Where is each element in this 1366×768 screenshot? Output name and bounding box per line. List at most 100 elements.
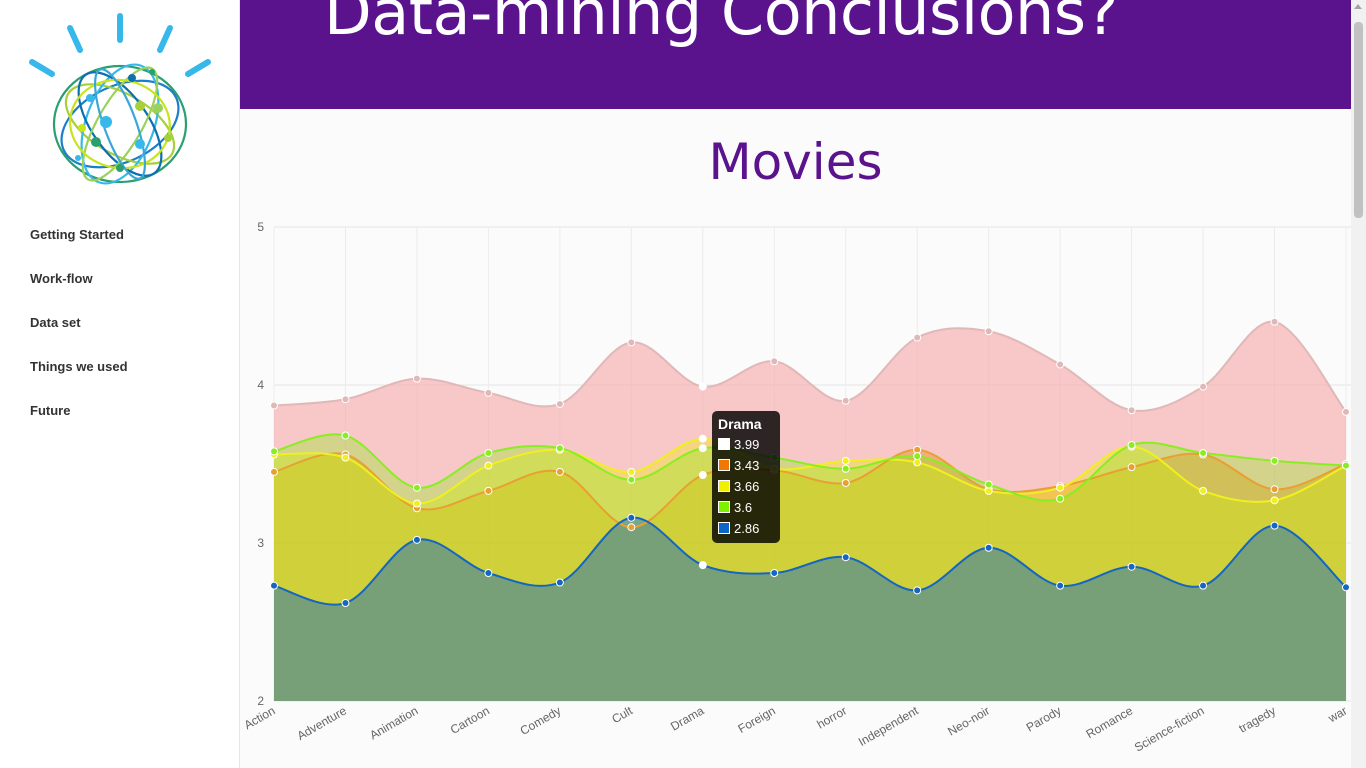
- data-point[interactable]: [1127, 463, 1136, 472]
- data-point[interactable]: [770, 569, 779, 578]
- x-tick-label: tragedy: [1236, 703, 1278, 735]
- data-point[interactable]: [698, 382, 707, 391]
- data-point[interactable]: [1342, 407, 1350, 416]
- tooltip-row: 3.43: [718, 455, 774, 476]
- data-point[interactable]: [555, 399, 564, 408]
- data-point[interactable]: [412, 535, 421, 544]
- data-point[interactable]: [627, 513, 636, 522]
- y-tick-label: 2: [257, 694, 264, 708]
- data-point[interactable]: [984, 543, 993, 552]
- series-area: [274, 434, 1346, 701]
- data-point[interactable]: [698, 471, 707, 480]
- data-point[interactable]: [270, 401, 278, 410]
- data-point[interactable]: [841, 478, 850, 487]
- data-point[interactable]: [841, 464, 850, 473]
- tooltip-swatch: [718, 480, 730, 492]
- data-point[interactable]: [913, 452, 922, 461]
- data-point[interactable]: [1056, 494, 1065, 503]
- data-point[interactable]: [1199, 448, 1208, 457]
- tooltip-value: 3.99: [734, 437, 760, 452]
- x-tick-label: Foreign: [736, 703, 778, 735]
- data-point[interactable]: [484, 486, 493, 495]
- scroll-up-arrow-icon[interactable]: [1354, 4, 1362, 9]
- data-point[interactable]: [698, 444, 707, 453]
- data-point[interactable]: [412, 499, 421, 508]
- sidebar-item-work-flow[interactable]: Work-flow: [30, 271, 93, 286]
- data-point[interactable]: [1270, 456, 1279, 465]
- data-point[interactable]: [270, 467, 278, 476]
- page-title: Data-mining Conclusions?: [324, 0, 1119, 49]
- x-tick-label: Comedy: [518, 703, 564, 737]
- tooltip-value: 2.86: [734, 521, 760, 536]
- data-point[interactable]: [555, 578, 564, 587]
- data-point[interactable]: [841, 553, 850, 562]
- scrollbar-thumb[interactable]: [1354, 22, 1363, 218]
- y-tick-label: 5: [257, 220, 264, 234]
- data-point[interactable]: [412, 374, 421, 383]
- data-point[interactable]: [984, 327, 993, 336]
- data-point[interactable]: [270, 447, 278, 456]
- data-point[interactable]: [341, 395, 350, 404]
- data-point[interactable]: [698, 561, 707, 570]
- data-point[interactable]: [1056, 483, 1065, 492]
- sidebar-item-things-we-used[interactable]: Things we used: [30, 359, 128, 374]
- y-tick-label: 3: [257, 536, 264, 550]
- data-point[interactable]: [1056, 360, 1065, 369]
- series-line: [273, 516, 1347, 606]
- data-point[interactable]: [698, 434, 707, 443]
- data-point[interactable]: [555, 467, 564, 476]
- data-point[interactable]: [484, 461, 493, 470]
- data-point[interactable]: [1056, 581, 1065, 590]
- data-point[interactable]: [1270, 521, 1279, 530]
- data-point[interactable]: [1127, 441, 1136, 450]
- data-point[interactable]: [770, 357, 779, 366]
- data-point[interactable]: [484, 388, 493, 397]
- tooltip-row: 2.86: [718, 518, 774, 539]
- tooltip-title: Drama: [718, 416, 762, 432]
- data-point[interactable]: [1342, 461, 1350, 470]
- data-point[interactable]: [1270, 485, 1279, 494]
- data-point[interactable]: [841, 456, 850, 465]
- data-point[interactable]: [270, 581, 278, 590]
- section-title: Movies: [708, 133, 883, 191]
- series-line: [273, 448, 1347, 529]
- sidebar-item-data-set[interactable]: Data set: [30, 315, 81, 330]
- data-point[interactable]: [555, 444, 564, 453]
- data-point[interactable]: [984, 480, 993, 489]
- data-point[interactable]: [341, 431, 350, 440]
- x-tick-label: Cult: [609, 703, 635, 726]
- data-point[interactable]: [341, 599, 350, 608]
- tooltip-row: 3.6: [718, 497, 774, 518]
- data-point[interactable]: [412, 483, 421, 492]
- ibm-watson-globe-icon[interactable]: [22, 8, 218, 198]
- data-point[interactable]: [627, 338, 636, 347]
- data-point[interactable]: [1199, 486, 1208, 495]
- data-point[interactable]: [484, 569, 493, 578]
- data-point[interactable]: [1127, 406, 1136, 415]
- x-tick-label: Neo-noir: [945, 703, 992, 738]
- data-point[interactable]: [1270, 496, 1279, 505]
- data-point[interactable]: [1199, 581, 1208, 590]
- sidebar: Getting Started Work-flow Data set Thing…: [0, 0, 240, 768]
- data-point[interactable]: [1270, 317, 1279, 326]
- data-point[interactable]: [913, 586, 922, 595]
- data-point[interactable]: [1199, 382, 1208, 391]
- data-point[interactable]: [484, 448, 493, 457]
- data-point[interactable]: [627, 467, 636, 476]
- data-point[interactable]: [341, 453, 350, 462]
- sidebar-item-getting-started[interactable]: Getting Started: [30, 227, 124, 242]
- data-point[interactable]: [841, 396, 850, 405]
- data-point[interactable]: [627, 475, 636, 484]
- x-tick-label: Adventure: [295, 703, 350, 743]
- tooltip-value: 3.6: [734, 500, 753, 515]
- data-point[interactable]: [913, 333, 922, 342]
- sidebar-item-future[interactable]: Future: [30, 403, 71, 418]
- series-area: [274, 517, 1346, 701]
- data-point[interactable]: [1342, 583, 1350, 592]
- data-point[interactable]: [627, 523, 636, 532]
- page-scrollbar[interactable]: [1351, 0, 1366, 768]
- main-content: Movies 2 3 4 5 Action Adventure Animation Carto…: [240, 109, 1351, 768]
- data-point[interactable]: [1127, 562, 1136, 571]
- series-area: [274, 438, 1346, 701]
